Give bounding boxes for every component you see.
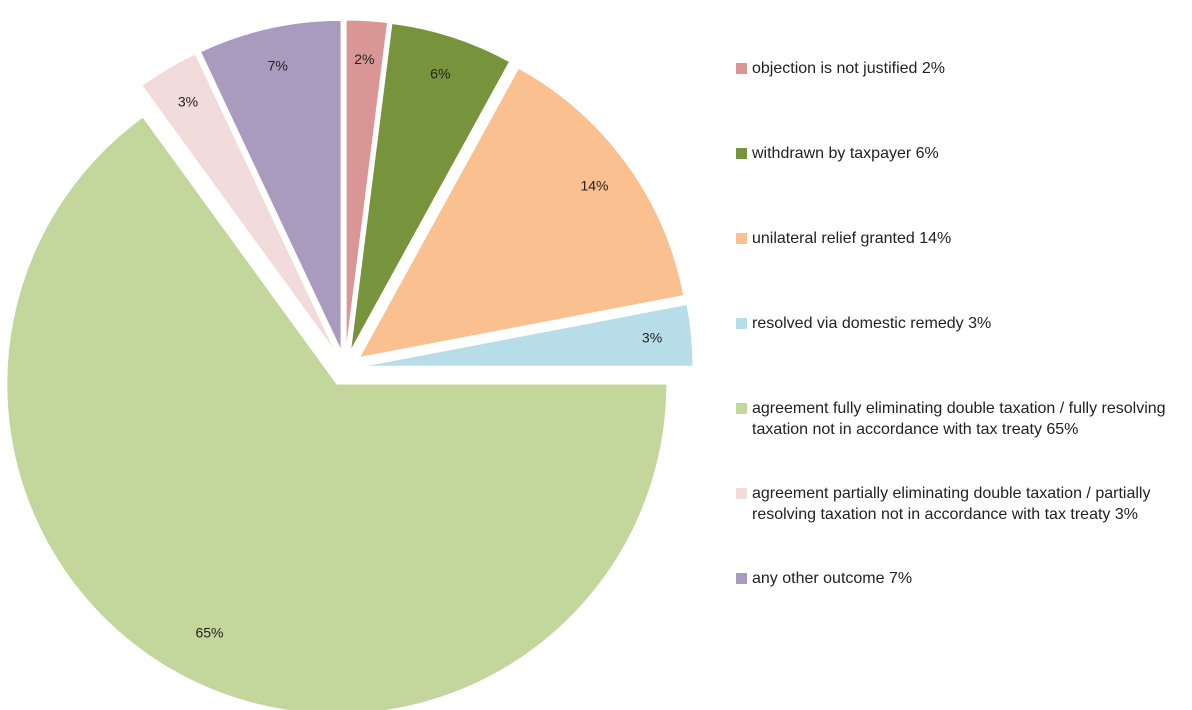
legend-item: objection is not justified 2% [736, 58, 1186, 79]
slice-label: 7% [268, 58, 288, 74]
legend-label: unilateral relief granted 14% [752, 230, 952, 247]
legend-label: resolved via domestic remedy 3% [752, 315, 992, 332]
legend-swatch [736, 488, 747, 499]
legend-swatch [736, 573, 747, 584]
legend-swatch [736, 403, 747, 414]
slice-label: 3% [178, 93, 198, 109]
legend-item: any other outcome 7% [736, 568, 1186, 589]
legend-label: agreement fully eliminating double taxat… [752, 400, 1166, 438]
legend-label: objection is not justified 2% [752, 60, 945, 77]
pie-slice [350, 22, 511, 352]
slice-label: 6% [430, 65, 450, 81]
legend-label: agreement partially eliminating double t… [752, 485, 1151, 523]
legend-label: any other outcome 7% [752, 570, 913, 587]
legend-item: agreement partially eliminating double t… [736, 483, 1186, 525]
legend-swatch [736, 63, 747, 74]
chart: 2% 6% 14% 3% 65% 3% 7% [6, 19, 694, 710]
slice-label: 3% [642, 330, 662, 346]
pie-slice [362, 303, 694, 367]
pie-slice [345, 19, 389, 351]
legend-swatch [736, 148, 747, 159]
slice-label: 65% [195, 625, 223, 641]
pie-slice [199, 19, 342, 351]
legend-swatch [736, 233, 747, 244]
legend-item: withdrawn by taxpayer 6% [736, 143, 1186, 164]
slice-label: 14% [580, 177, 608, 193]
slice-label: 2% [354, 51, 374, 67]
legend-item: unilateral relief granted 14% [736, 228, 1186, 249]
pie-slice [141, 53, 337, 353]
legend-label: withdrawn by taxpayer 6% [752, 145, 939, 162]
legend-item: resolved via domestic remedy 3% [736, 313, 1186, 334]
pie-slice [358, 67, 685, 359]
pie-slice [6, 116, 668, 710]
legend-item: agreement fully eliminating double taxat… [736, 398, 1186, 440]
legend-swatch [736, 318, 747, 329]
